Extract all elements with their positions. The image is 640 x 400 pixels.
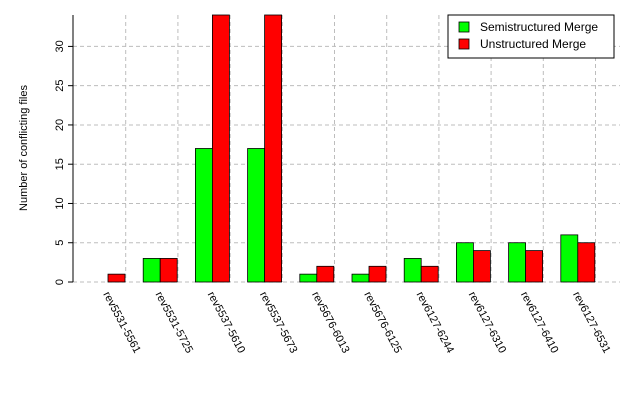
bar-unstructured — [525, 250, 543, 283]
x-tick-label: rev6127-6310 — [466, 290, 508, 356]
bar-semistructured — [142, 258, 161, 283]
bar-unstructured — [107, 273, 126, 283]
legend-label-semistructured: Semistructured Merge — [480, 20, 598, 34]
x-tick-label: rev5537-5610 — [205, 290, 247, 356]
bars — [107, 14, 596, 283]
bar-semistructured — [194, 148, 213, 283]
bar-semistructured — [560, 234, 579, 283]
y-tick-label: 30 — [54, 40, 66, 52]
legend-box — [447, 14, 615, 59]
y-tick-label: 10 — [54, 197, 66, 209]
bar-unstructured — [368, 265, 387, 283]
y-tick-label: 25 — [54, 80, 66, 92]
bar-semistructured — [455, 242, 474, 283]
y-tick-label: 20 — [54, 119, 66, 131]
y-tick-label: 5 — [54, 240, 66, 246]
bar-unstructured — [577, 242, 596, 283]
x-tick-label: rev5537-5673 — [257, 290, 299, 356]
legend-swatch-unstructured — [458, 38, 470, 50]
x-tick-label: rev5531-5725 — [153, 290, 195, 356]
y-axis-ticks: 0 5 10 15 20 25 30 — [54, 40, 73, 285]
bar-unstructured — [472, 250, 491, 283]
bar-unstructured — [264, 14, 283, 283]
bar-unstructured — [420, 265, 439, 283]
y-tick-label: 15 — [54, 158, 66, 170]
y-tick-label: 0 — [54, 279, 66, 285]
legend: Semistructured Merge Unstructured Merge — [447, 14, 615, 59]
y-axis-title: Number of conflicting files — [18, 85, 30, 211]
grid-lines — [73, 15, 620, 283]
x-tick-label: rev6127-6244 — [414, 290, 456, 356]
x-tick-label: rev6127-6410 — [518, 290, 560, 356]
x-tick-label: rev5531-5561 — [100, 290, 142, 356]
legend-swatch-semistructured — [458, 21, 470, 33]
bar-semistructured — [351, 273, 370, 283]
legend-label-unstructured: Unstructured Merge — [480, 37, 586, 51]
x-axis-labels: rev5531-5561 rev5531-5725 rev5537-5610 rev5… — [100, 290, 612, 356]
x-tick-label: rev5676-6013 — [309, 290, 351, 356]
bar-semistructured — [247, 148, 266, 283]
x-tick-label: rev6127-6531 — [570, 290, 612, 356]
bar-semistructured — [508, 242, 527, 283]
bar-semistructured — [299, 273, 318, 283]
bar-semistructured — [403, 258, 422, 283]
bar-unstructured — [159, 258, 178, 283]
bar-unstructured — [211, 14, 230, 283]
x-tick-label: rev5676-6125 — [361, 290, 403, 356]
bar-unstructured — [316, 265, 335, 283]
